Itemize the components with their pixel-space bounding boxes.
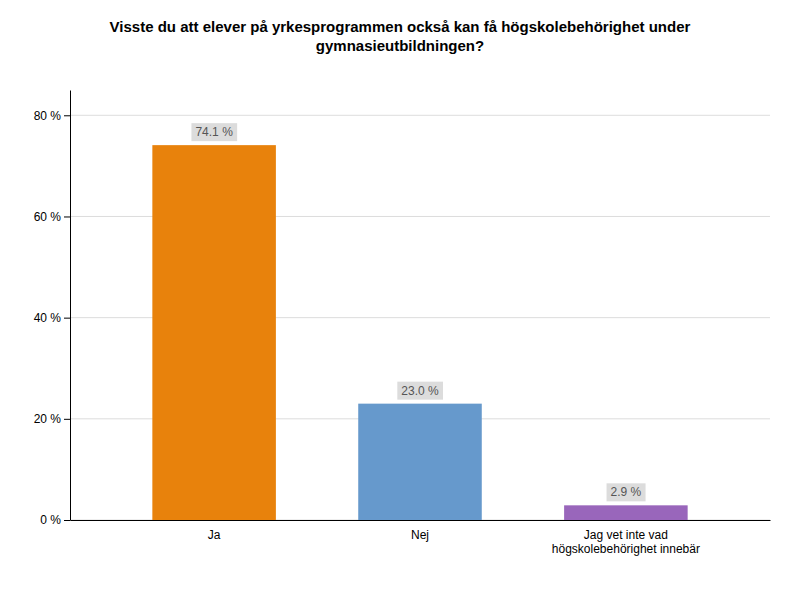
x-tick-label: Jag vet inte vadhögskolebehörighet inneb… — [552, 528, 700, 556]
x-tick: Nej — [411, 528, 429, 542]
data-label-group: 74.1 % — [191, 123, 237, 141]
y-axis-line — [70, 91, 71, 521]
y-tick: 0 % — [40, 513, 70, 527]
y-tick-label: 20 % — [34, 412, 62, 426]
x-tick-label: Nej — [411, 528, 429, 542]
y-tick-label: 80 % — [34, 109, 62, 123]
data-label-group: 2.9 % — [607, 483, 646, 501]
chart: 0 % 20 % 40 % 60 % 80 % Ja Nej Jag vet inte vad… — [0, 0, 800, 600]
y-tick-mark — [64, 115, 70, 116]
title: Visste du att elever på yrkesprogrammen … — [110, 18, 691, 54]
data-label-bg — [191, 123, 237, 141]
x-tick-label: Ja — [208, 528, 221, 542]
data-label-bg — [397, 382, 443, 400]
bar — [564, 505, 688, 520]
x-tick: Jag vet inte vadhögskolebehörighet inneb… — [552, 528, 700, 556]
x-axis-line — [71, 520, 771, 521]
data-label: 2.9 % — [611, 485, 642, 499]
y-tick-mark — [64, 520, 70, 521]
y-tick-label: 40 % — [34, 311, 62, 325]
plot: 0 % 20 % 40 % 60 % 80 % Ja Nej Jag vet inte vad… — [34, 91, 771, 556]
title-line: Visste du att elever på yrkesprogrammen … — [110, 18, 691, 35]
bars — [152, 145, 687, 520]
x-tick-label-line: Ja — [208, 528, 221, 542]
data-labels: 74.1 % 23.0 % 2.9 % — [191, 123, 645, 501]
title-line: gymnasieutbildningen? — [316, 37, 484, 54]
grid — [70, 115, 770, 520]
data-label-group: 23.0 % — [397, 382, 443, 400]
data-label: 23.0 % — [401, 384, 439, 398]
y-tick-label: 0 % — [40, 513, 61, 527]
y-tick-mark — [64, 419, 70, 420]
bar — [152, 145, 276, 520]
y-tick: 40 % — [34, 311, 70, 325]
grid-line — [70, 115, 770, 116]
data-label-bg — [607, 483, 646, 501]
x-tick-label-line: högskolebehörighet innebär — [552, 542, 700, 556]
y-tick: 80 % — [34, 109, 70, 123]
y-axis: 0 % 20 % 40 % 60 % 80 % — [34, 91, 71, 528]
y-tick-label: 60 % — [34, 210, 62, 224]
bar — [358, 404, 482, 520]
y-tick: 60 % — [34, 210, 70, 224]
x-tick: Ja — [208, 528, 221, 542]
y-tick-mark — [64, 216, 70, 217]
y-tick: 20 % — [34, 412, 70, 426]
data-label: 74.1 % — [195, 125, 233, 139]
x-tick-label-line: Jag vet inte vad — [584, 528, 668, 542]
x-tick-label-line: Nej — [411, 528, 429, 542]
y-tick-mark — [64, 318, 70, 319]
x-axis: Ja Nej Jag vet inte vadhögskolebehörighet … — [71, 521, 771, 556]
